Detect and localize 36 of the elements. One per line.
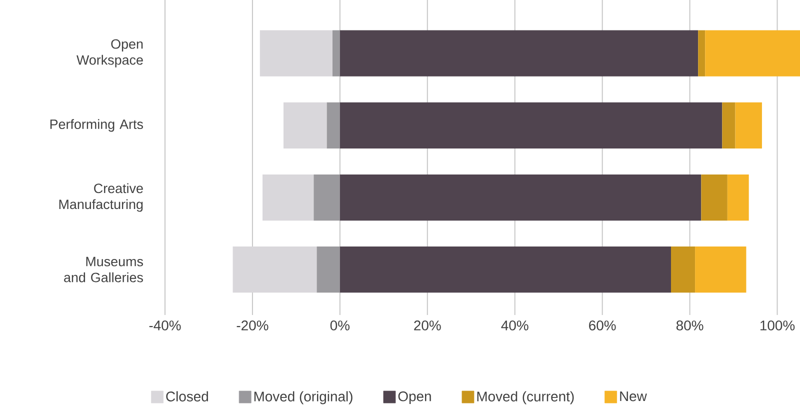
y-tick-label: Open Workspace [76,39,143,68]
bar [340,246,671,293]
legend-label: Open [398,391,431,404]
bar [262,174,314,221]
x-tick-label: -40% [149,320,181,330]
bar [701,174,728,221]
y-tick-label: Creative Manufacturing [59,183,143,212]
x-tick-label: 100% [760,320,795,330]
legend-label: New [620,391,647,402]
bar [695,246,746,293]
bar [340,30,698,76]
legend-label: Moved (original) [254,391,352,404]
bar [326,102,340,148]
y-tick-label: Performing Arts [50,119,143,132]
x-tick-label: 20% [414,320,441,330]
legend-label: Closed [166,391,208,402]
bar [284,102,327,148]
x-tick-label: -20% [236,320,268,330]
bar [722,102,736,148]
bar [727,174,749,221]
bar [314,174,340,221]
bar [316,246,340,293]
x-tick-label: 0% [330,320,350,330]
bar [340,174,702,221]
bar [340,102,722,148]
x-tick-label: 80% [676,320,704,330]
bar [332,30,340,76]
legend-label: Moved (current) [477,391,574,404]
bar [232,246,317,293]
bar [260,30,333,76]
x-tick-label: 40% [501,320,528,330]
bar [670,246,696,293]
bar [735,102,762,148]
x-tick-label: 60% [589,320,616,330]
bar [698,30,706,76]
y-tick-label: Museums and Galleries [64,256,143,282]
